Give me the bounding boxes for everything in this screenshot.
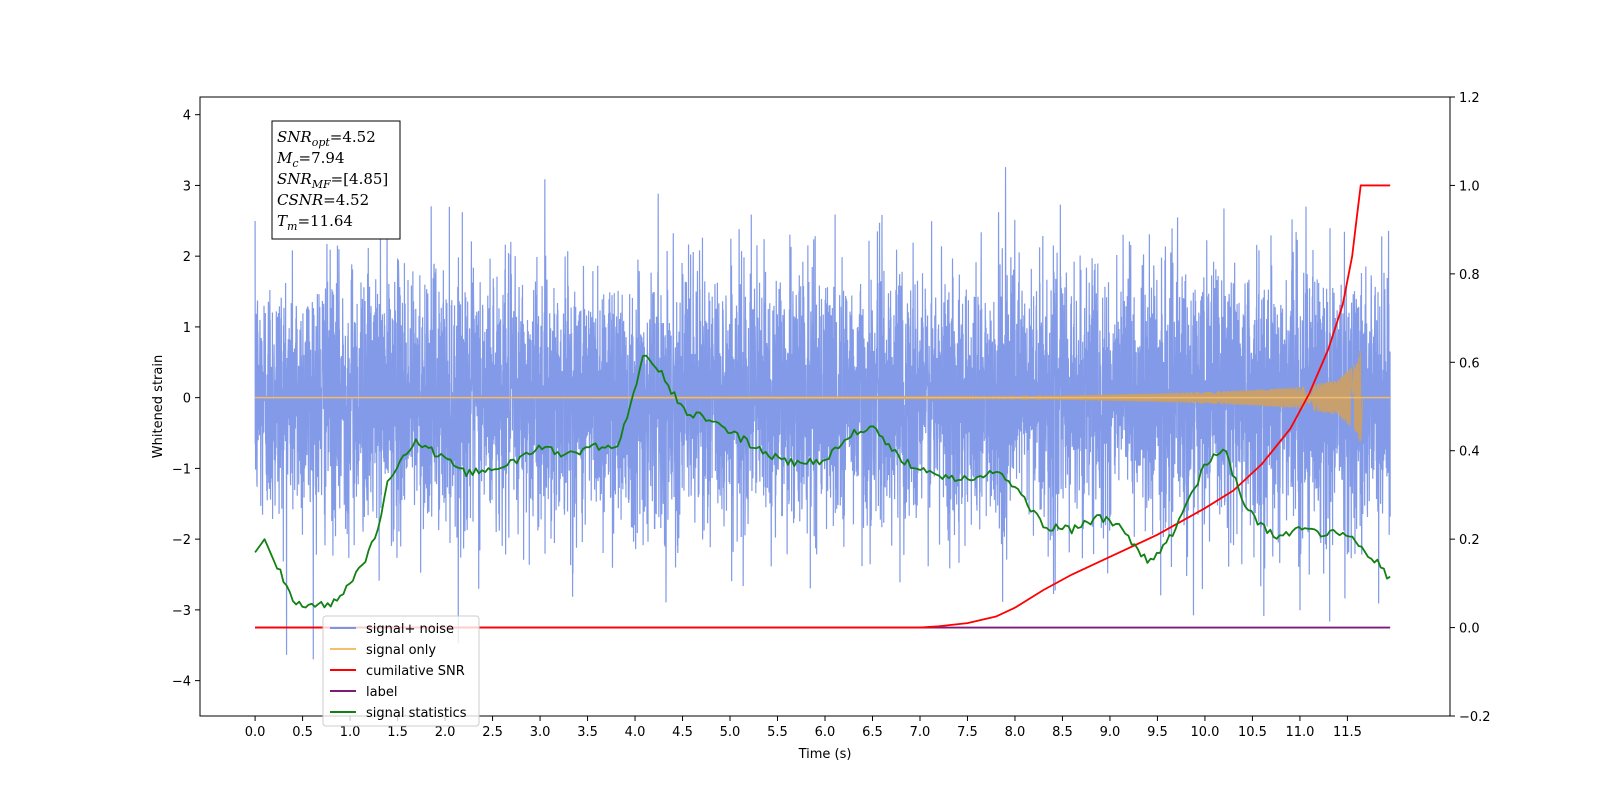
x-axis-ticks: 0.0 0.5 1.0 1.5 2.0 2.5 3.0 3.5 4.0 4.5 5.0 5.5 6.0 6… <box>245 716 1362 740</box>
x-tick-label: 2.5 <box>482 725 503 740</box>
y-tick-label: −3 <box>172 604 191 619</box>
x-axis-label: Time (s) <box>798 747 852 762</box>
stats-line: SNRMF=[4.85] <box>277 170 388 191</box>
x-tick-label: 6.5 <box>862 725 883 740</box>
x-tick-label: 0.5 <box>292 725 313 740</box>
right-y-tick-label: 0.4 <box>1459 445 1480 460</box>
y-tick-label: −1 <box>172 462 191 477</box>
x-tick-label: 5.0 <box>720 725 741 740</box>
x-tick-label: 10.0 <box>1190 725 1219 740</box>
x-tick-label: 8.0 <box>1005 725 1026 740</box>
y-tick-label: −2 <box>172 533 191 548</box>
y-tick-label: 3 <box>183 179 191 194</box>
y-tick-label: 0 <box>183 392 191 407</box>
x-tick-label: 3.0 <box>530 725 551 740</box>
legend-entry-label: label <box>366 685 397 700</box>
legend-frame <box>322 615 480 727</box>
stats-line: Tm=11.64 <box>277 212 353 233</box>
signal-only-series <box>255 350 1391 443</box>
x-tick-label: 1.0 <box>340 725 361 740</box>
x-tick-label: 1.5 <box>387 725 408 740</box>
x-tick-label: 11.5 <box>1333 725 1362 740</box>
stats-line: SNRopt=4.52 <box>277 128 376 149</box>
stats-line: Mc=7.94 <box>276 149 345 170</box>
x-tick-label: 11.0 <box>1285 725 1314 740</box>
stats-line: CSNR=4.52 <box>277 191 369 209</box>
signal-statistics-line <box>254 354 1391 609</box>
x-tick-label: 9.5 <box>1147 725 1168 740</box>
right-y-tick-label: 0.8 <box>1459 268 1480 283</box>
signal-plus-noise-series <box>254 167 1391 660</box>
x-tick-label: 2.0 <box>435 725 456 740</box>
y-axis-ticks: 4 3 2 1 0 −1 −2 −3 −4 <box>172 109 200 690</box>
legend-entry-label: cumilative SNR <box>366 664 465 679</box>
signal-plus-noise-line <box>254 167 1391 660</box>
right-y-tick-label: 1.2 <box>1459 91 1480 106</box>
legend-entry-label: signal only <box>366 643 436 658</box>
x-tick-label: 4.0 <box>625 725 646 740</box>
y-axis-label: Whitened strain <box>151 355 166 458</box>
x-tick-label: 7.0 <box>910 725 931 740</box>
right-y-tick-label: 0.6 <box>1459 356 1480 371</box>
legend-entry-label: signal statistics <box>366 706 467 721</box>
cumulative-snr-line <box>255 184 1391 629</box>
x-tick-label: 5.5 <box>767 725 788 740</box>
x-tick-label: 8.5 <box>1052 725 1073 740</box>
legend-entry-label: signal+ noise <box>366 622 454 637</box>
x-tick-label: 3.5 <box>577 725 598 740</box>
x-tick-label: 0.0 <box>245 725 266 740</box>
x-tick-label: 7.5 <box>957 725 978 740</box>
x-tick-label: 6.0 <box>815 725 836 740</box>
x-tick-label: 4.5 <box>672 725 693 740</box>
right-y-tick-label: 1.0 <box>1459 179 1480 194</box>
right-y-tick-label: 0.2 <box>1459 533 1480 548</box>
x-tick-label: 9.0 <box>1100 725 1121 740</box>
y-tick-label: −4 <box>172 675 191 690</box>
y-tick-label: 2 <box>183 250 191 265</box>
y-tick-label: 1 <box>183 321 191 336</box>
stats-box-frame <box>271 120 401 240</box>
legend: signal+ noise signal only cumilative SNR la… <box>322 615 480 727</box>
x-tick-label: 10.5 <box>1238 725 1267 740</box>
y-tick-label: 4 <box>183 109 191 124</box>
right-y-axis-ticks: 1.2 1.0 0.8 0.6 0.4 0.2 0.0 −0.2 <box>1450 91 1491 725</box>
right-y-tick-label: 0.0 <box>1459 622 1480 637</box>
right-y-tick-label: −0.2 <box>1459 710 1491 725</box>
